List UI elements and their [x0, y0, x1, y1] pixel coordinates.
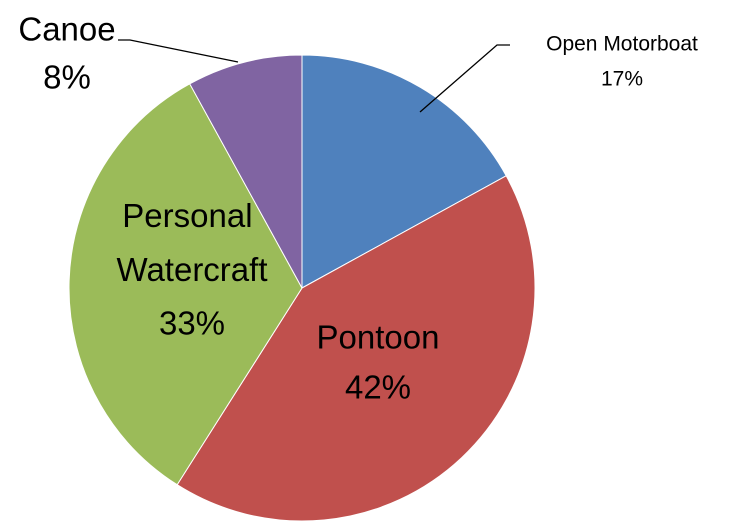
- slice-label: Open Motorboat: [546, 33, 698, 56]
- pie-slice: [68, 83, 303, 486]
- leader-line: [118, 39, 239, 63]
- pie-slice: [176, 175, 536, 522]
- value-label: 42%: [345, 369, 411, 406]
- slice-label: Canoe: [18, 11, 115, 48]
- pie-slice: [301, 54, 507, 289]
- value-label: 8%: [43, 59, 91, 96]
- slice-label: Pontoon: [317, 319, 440, 356]
- value-label: 17%: [601, 68, 643, 91]
- value-label: 33%: [159, 305, 225, 342]
- leader-line: [419, 44, 510, 113]
- slice-label: Personal Watercraft: [117, 197, 268, 288]
- pie-slice: [189, 54, 303, 289]
